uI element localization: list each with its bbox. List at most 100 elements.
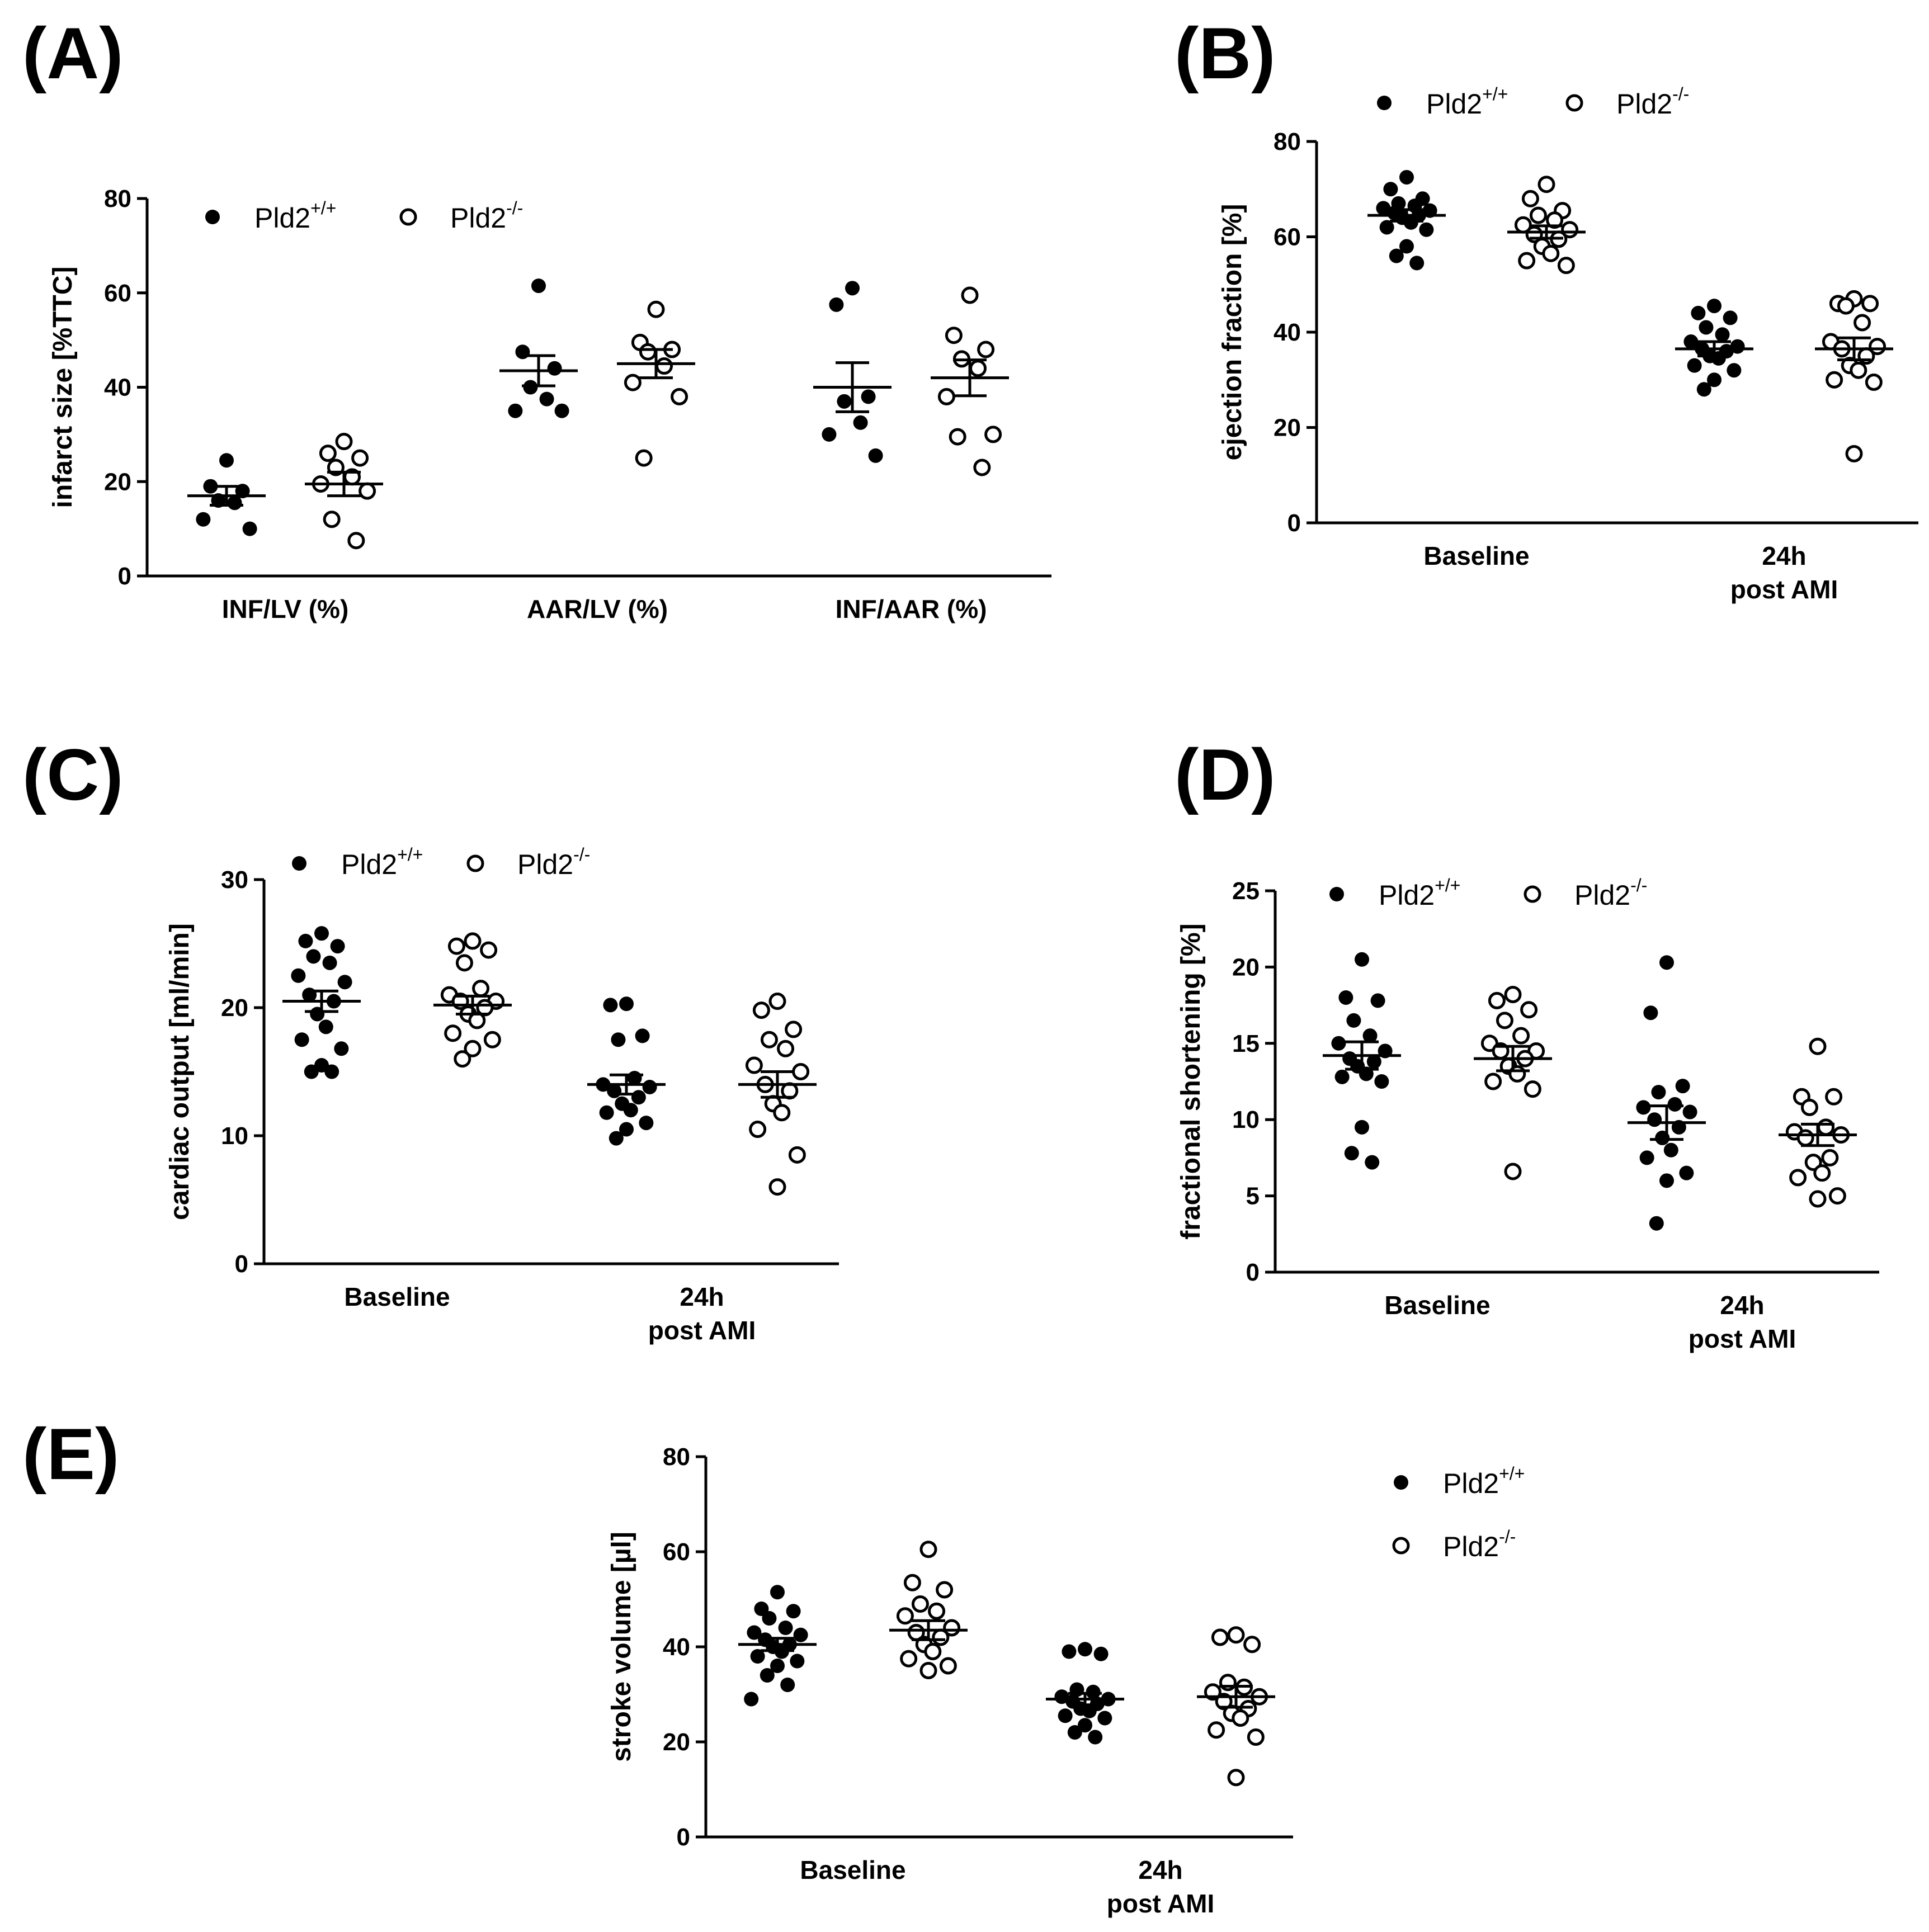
data-point <box>790 1654 805 1669</box>
data-point <box>911 1595 929 1613</box>
data-point <box>788 1146 806 1164</box>
data-point <box>1227 1626 1245 1644</box>
y-tick-label: 0 <box>677 1824 690 1851</box>
y-tick-label: 40 <box>104 374 131 401</box>
data-point <box>1232 1709 1249 1727</box>
data-point <box>1727 363 1742 378</box>
data-point <box>1520 1001 1538 1019</box>
y-tick-label: 10 <box>221 1122 248 1150</box>
data-point <box>599 1105 614 1120</box>
data-point <box>1227 1769 1245 1787</box>
data-point <box>306 949 321 964</box>
panel-label: (C) <box>22 734 123 815</box>
legend-entry: Pld2+/+ <box>1377 84 1508 120</box>
data-point <box>785 1021 803 1038</box>
legend-marker <box>1329 887 1344 901</box>
data-point <box>635 1028 650 1043</box>
data-point <box>219 453 234 468</box>
data-point <box>1504 986 1522 1004</box>
data-point <box>1687 358 1702 373</box>
data-point <box>335 433 353 451</box>
data-point <box>464 932 482 950</box>
data-point <box>1086 1684 1101 1699</box>
data-point <box>639 343 657 361</box>
data-point <box>1058 1708 1073 1723</box>
x-category-label: post AMI <box>1689 1324 1796 1353</box>
x-category-label: 24h <box>1720 1291 1764 1320</box>
data-point <box>1647 1112 1662 1127</box>
data-point <box>977 341 995 358</box>
series-knockout <box>1474 986 1857 1208</box>
x-category-label: 24h <box>680 1282 724 1311</box>
data-point <box>337 975 352 990</box>
data-point <box>1809 1190 1827 1208</box>
data-point <box>1243 1636 1261 1654</box>
data-point <box>454 1050 471 1068</box>
y-tick-label: 5 <box>1246 1183 1260 1210</box>
data-point <box>359 482 376 500</box>
data-point <box>1334 1069 1350 1084</box>
panel-c: (C) 0 10 20 30 cardiac output [ml/min] Baselin… <box>22 734 839 1345</box>
data-point <box>949 428 966 446</box>
data-point <box>1542 244 1560 262</box>
data-point <box>609 1131 624 1146</box>
data-point <box>822 427 837 442</box>
data-point <box>631 1090 646 1105</box>
panel-e: (E) 0 20 40 60 80 stroke volume [µl] Baseline 24… <box>22 1413 1525 1918</box>
panel-label: (D) <box>1175 734 1275 815</box>
data-point <box>1067 1725 1082 1740</box>
x-category-label: Baseline <box>344 1282 450 1311</box>
data-point <box>1826 371 1843 389</box>
data-point <box>319 445 337 462</box>
data-point <box>539 391 554 407</box>
data-point <box>298 933 313 948</box>
data-point <box>324 1064 339 1079</box>
data-point <box>750 1649 765 1664</box>
data-point <box>619 996 634 1012</box>
data-point <box>1504 1163 1522 1180</box>
data-point <box>464 1040 482 1057</box>
data-point <box>291 968 306 983</box>
data-point <box>294 1032 309 1047</box>
y-tick-label: 80 <box>1274 128 1301 155</box>
data-point <box>919 1662 937 1679</box>
x-category-label: Baseline <box>1423 541 1529 570</box>
legend-label: Pld2+/+ <box>1426 84 1508 120</box>
data-point <box>793 1627 808 1642</box>
data-point <box>1813 1164 1831 1182</box>
data-point <box>896 1607 914 1625</box>
data-point <box>861 389 876 404</box>
data-point <box>619 1122 634 1137</box>
y-tick-label: 0 <box>235 1250 248 1278</box>
legend-marker <box>1524 885 1541 903</box>
data-point <box>624 374 642 391</box>
x-category-label: 24h <box>1762 541 1806 570</box>
legend-marker <box>1377 96 1392 110</box>
legend-marker <box>399 208 417 226</box>
data-point <box>936 1581 954 1599</box>
data-point <box>777 1040 795 1057</box>
data-point <box>928 1602 946 1620</box>
y-tick-label: 80 <box>104 185 131 212</box>
data-point <box>1399 239 1414 254</box>
data-point <box>1078 1718 1092 1733</box>
data-point <box>1346 1013 1361 1028</box>
data-point <box>322 955 337 970</box>
y-axis-title: infarct size [%TTC] <box>48 266 78 508</box>
data-point <box>752 1002 770 1019</box>
data-point <box>330 939 345 954</box>
data-point <box>1723 310 1738 325</box>
data-point <box>1484 1073 1502 1090</box>
legend-entry: Pld2-/- <box>1565 84 1689 120</box>
legend-label: Pld2-/- <box>1616 84 1689 120</box>
data-point <box>1344 1146 1359 1161</box>
legend-entry: Pld2-/- <box>466 844 590 880</box>
series-wildtype <box>738 1585 1124 1745</box>
data-point <box>1211 1628 1229 1646</box>
panel-label: (E) <box>22 1413 119 1495</box>
data-point <box>1659 955 1674 970</box>
panel-d: (D) 0 5 10 15 20 25 fractional shortening [%] Ba… <box>1175 734 1879 1353</box>
data-point <box>786 1604 801 1619</box>
series-wildtype <box>282 926 666 1146</box>
data-point <box>1496 1012 1513 1029</box>
